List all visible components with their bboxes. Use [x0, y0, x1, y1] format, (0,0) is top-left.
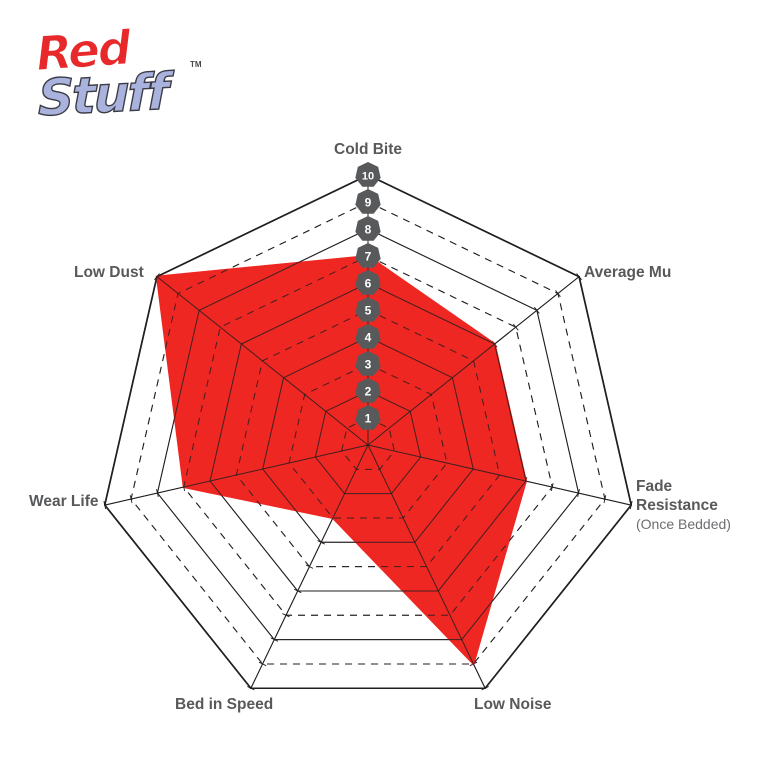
svg-text:1: 1: [365, 412, 372, 426]
svg-text:2: 2: [365, 385, 372, 399]
axis-label-low-noise: Low Noise: [474, 696, 552, 713]
radar-series-redstuff: [103, 174, 633, 690]
axis-label-wear-life: Wear Life: [29, 493, 99, 510]
axis-label-fade-resistance: Fade Resistance (Once Bedded): [636, 477, 731, 534]
axis-label-low-dust: Low Dust: [74, 264, 144, 281]
axis-label-average-mu: Average Mu: [584, 264, 672, 281]
axis-label-bed-in-speed: Bed in Speed: [175, 696, 274, 713]
fade-line-1: Fade: [636, 478, 673, 495]
svg-text:3: 3: [365, 358, 372, 372]
svg-text:4: 4: [365, 331, 372, 345]
svg-text:7: 7: [365, 250, 372, 264]
scale-badges: 10 9 8 7 6 5 4 3 2 1: [355, 162, 381, 430]
fade-line-2: Resistance: [636, 497, 718, 514]
fade-sub-label: (Once Bedded): [636, 516, 731, 532]
svg-text:5: 5: [365, 304, 372, 318]
axis-label-cold-bite: Cold Bite: [334, 141, 403, 158]
redstuff-logo: Red Stuff TM: [30, 20, 202, 128]
svg-text:9: 9: [365, 196, 372, 210]
trademark-icon: TM: [190, 60, 202, 69]
svg-text:10: 10: [362, 171, 374, 183]
svg-text:8: 8: [365, 223, 372, 237]
svg-text:6: 6: [365, 277, 372, 291]
